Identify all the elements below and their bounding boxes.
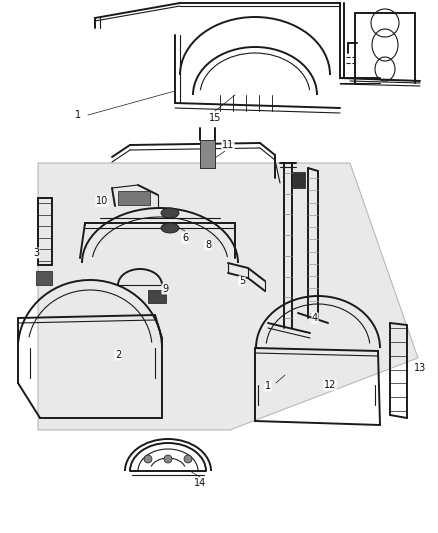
Bar [118, 191, 150, 205]
Text: 1: 1 [265, 381, 271, 391]
Bar [148, 290, 166, 303]
Circle shape [144, 455, 152, 463]
Text: 12: 12 [324, 380, 336, 390]
Bar [36, 271, 52, 285]
Ellipse shape [161, 208, 179, 218]
Text: 3: 3 [33, 248, 39, 258]
Bar [293, 172, 305, 188]
Text: 4: 4 [312, 313, 318, 323]
Circle shape [164, 455, 172, 463]
Text: 8: 8 [205, 240, 211, 250]
Text: 6: 6 [182, 233, 188, 243]
Text: 9: 9 [162, 284, 168, 294]
Ellipse shape [161, 223, 179, 233]
Text: 5: 5 [239, 276, 245, 286]
Text: 10: 10 [96, 196, 108, 206]
Text: 14: 14 [194, 478, 206, 488]
Polygon shape [38, 163, 418, 430]
Text: 1: 1 [75, 110, 81, 120]
Text: 15: 15 [209, 113, 221, 123]
Circle shape [184, 455, 192, 463]
Bar [200, 140, 215, 168]
Text: 2: 2 [115, 350, 121, 360]
Text: 11: 11 [222, 140, 234, 150]
Text: 13: 13 [414, 363, 426, 373]
